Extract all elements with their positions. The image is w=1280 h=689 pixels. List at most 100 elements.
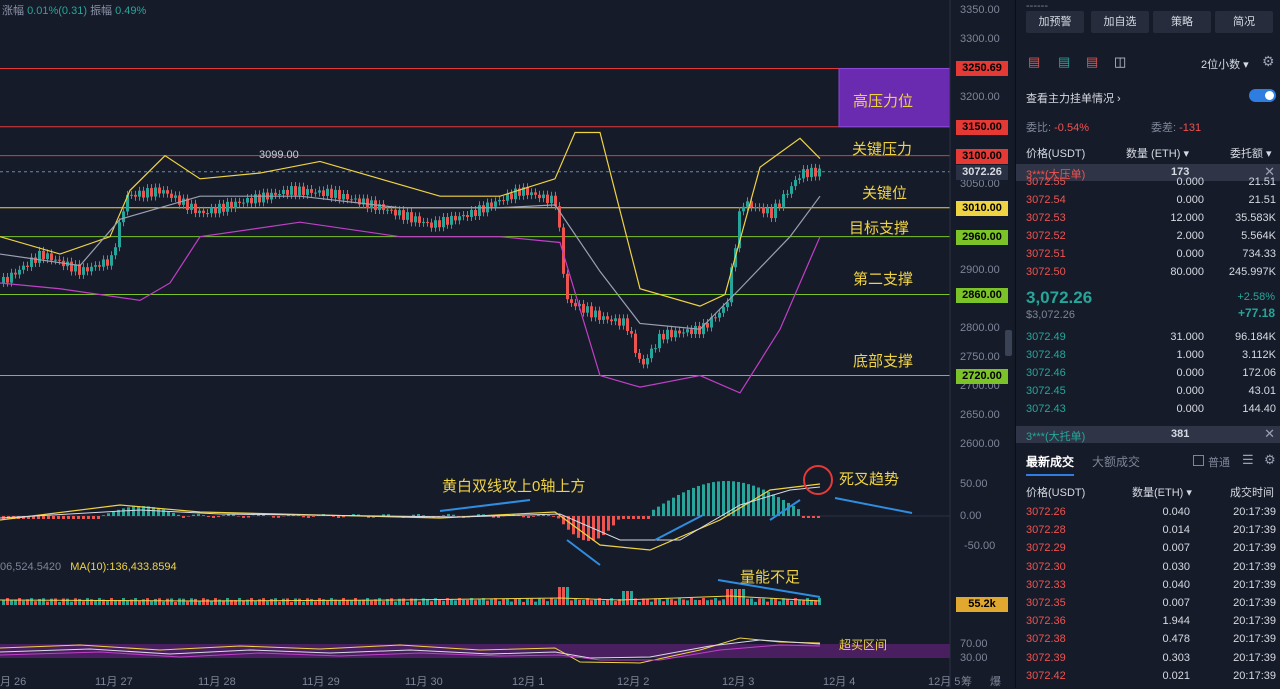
macd-bar bbox=[272, 516, 275, 518]
macd-bar bbox=[42, 516, 45, 519]
volume-bar bbox=[2, 600, 5, 605]
annotation-macd: 黄白双线攻上0轴上方 bbox=[442, 475, 585, 496]
order-info-text: 查看主力挂单情况 bbox=[1026, 93, 1114, 105]
trade-header-price: 价格(USDT) bbox=[1026, 484, 1085, 500]
tab-latest-trades[interactable]: 最新成交 bbox=[1026, 453, 1074, 476]
close-icon-2[interactable]: ✕ bbox=[1264, 426, 1275, 442]
view-asks-icon[interactable]: ▤ bbox=[1086, 54, 1098, 70]
volume-bar bbox=[42, 598, 45, 605]
candle-body bbox=[682, 332, 685, 333]
volume-bar bbox=[382, 601, 385, 605]
candle-body bbox=[802, 169, 805, 178]
price-axis-tick: 3200.00 bbox=[960, 91, 1000, 103]
add-alert-button[interactable]: 加预警 bbox=[1026, 11, 1084, 33]
candle-body bbox=[782, 194, 785, 207]
volume-bar bbox=[714, 598, 717, 605]
x-suffix-0[interactable]: 筹 bbox=[961, 673, 972, 689]
header-total[interactable]: 委托额 ▾ bbox=[1230, 145, 1272, 161]
decimal-select[interactable]: 2位小数 ▾ bbox=[1201, 56, 1249, 72]
volume-bar bbox=[646, 599, 649, 605]
trade-time: 20:17:39 bbox=[1233, 558, 1276, 576]
candle-body bbox=[18, 270, 21, 275]
macd-bar bbox=[697, 486, 700, 516]
candle-body bbox=[718, 313, 721, 318]
settings-icon-2[interactable]: ⚙ bbox=[1264, 452, 1276, 468]
candle-body bbox=[226, 202, 229, 212]
candle-body bbox=[118, 222, 121, 247]
view-both-icon[interactable]: ▤ bbox=[1028, 54, 1040, 70]
volume-bar bbox=[10, 600, 13, 605]
candle-body bbox=[530, 192, 533, 195]
volume-bar bbox=[474, 600, 477, 605]
overview-button[interactable]: 简况 bbox=[1215, 11, 1273, 33]
macd-bar bbox=[702, 484, 705, 516]
candle-body bbox=[590, 306, 593, 317]
dead-cross-marker bbox=[804, 466, 832, 494]
tab-large-trades[interactable]: 大额成交 bbox=[1092, 453, 1140, 470]
volume-bar bbox=[318, 598, 321, 605]
big-bid-row[interactable]: 3***(大托单) 381 ✕ bbox=[1016, 426, 1280, 443]
annotation-high-pressure: 高压力位 bbox=[853, 90, 913, 111]
view-depth-icon[interactable]: ◫ bbox=[1114, 54, 1126, 70]
volume-bar bbox=[802, 600, 805, 605]
candle-body bbox=[2, 277, 5, 283]
strategy-button[interactable]: 策略 bbox=[1153, 11, 1211, 33]
trade-time: 20:17:39 bbox=[1233, 612, 1276, 630]
panel-collapse-handle[interactable] bbox=[1005, 330, 1012, 356]
filter-icon[interactable]: ☰ bbox=[1242, 452, 1254, 468]
normal-checkbox[interactable] bbox=[1193, 455, 1204, 466]
order-info-toggle[interactable] bbox=[1249, 89, 1276, 102]
x-suffix-1[interactable]: 爆 bbox=[990, 673, 1001, 689]
volume-bar bbox=[490, 599, 493, 605]
order-info-link[interactable]: 查看主力挂单情况 › bbox=[1026, 90, 1121, 106]
macd-axis-0: 50.00 bbox=[960, 478, 988, 490]
volume-bar bbox=[142, 599, 145, 605]
volume-bar bbox=[366, 598, 369, 605]
volume-bar bbox=[82, 601, 85, 605]
volume-bar bbox=[150, 601, 153, 605]
row-qty: 31.000 bbox=[1170, 328, 1204, 346]
level-label: 2960.00 bbox=[956, 230, 1008, 245]
volume-bar bbox=[650, 602, 653, 605]
volume-bar bbox=[766, 602, 769, 605]
candle-body bbox=[798, 178, 801, 180]
macd-bar bbox=[527, 516, 530, 518]
volume-bar bbox=[478, 600, 481, 605]
volume-bar bbox=[370, 601, 373, 605]
trade-header-qty[interactable]: 数量(ETH) ▾ bbox=[1132, 484, 1192, 500]
change-pct: +2.58% bbox=[1237, 291, 1275, 303]
row-price: 3072.45 bbox=[1026, 382, 1066, 400]
macd-bar bbox=[412, 515, 415, 516]
view-bids-icon[interactable]: ▤ bbox=[1058, 54, 1070, 70]
candle-body bbox=[306, 189, 309, 195]
candle-body bbox=[386, 210, 389, 211]
annotation-target-support: 目标支撑 bbox=[849, 217, 909, 238]
settings-icon[interactable]: ⚙ bbox=[1262, 53, 1275, 70]
volume-bar bbox=[686, 600, 689, 605]
add-watchlist-button[interactable]: 加自选 bbox=[1091, 11, 1149, 33]
volume-bar bbox=[698, 600, 701, 605]
macd-bar bbox=[217, 516, 220, 517]
volume-bar bbox=[206, 599, 209, 605]
candle-body bbox=[286, 190, 289, 195]
header-qty[interactable]: 数量 (ETH) ▾ bbox=[1126, 145, 1189, 161]
candle-body bbox=[114, 247, 117, 255]
candle-body bbox=[714, 317, 717, 318]
candle-body bbox=[158, 188, 161, 194]
x-tick: 11月 28 bbox=[198, 673, 236, 689]
candle-body bbox=[250, 198, 253, 203]
